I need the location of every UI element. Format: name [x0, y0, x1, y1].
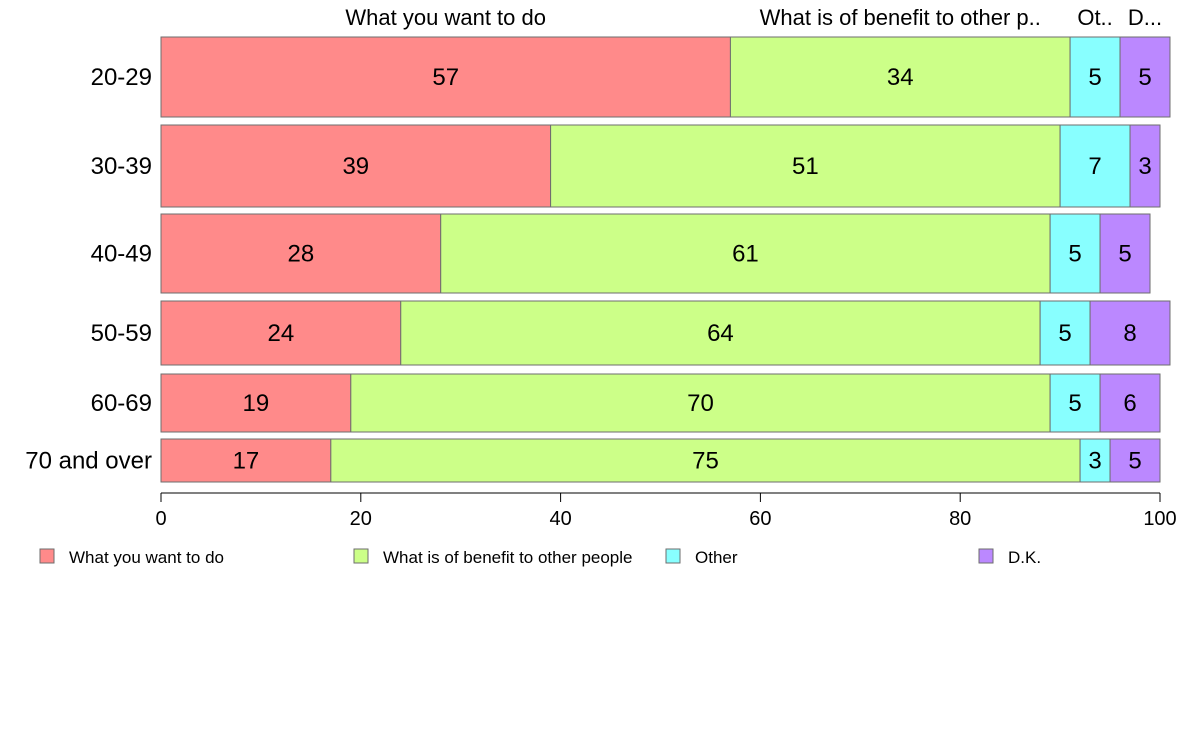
- x-tick-label: 100: [1143, 508, 1176, 530]
- bar-value-label: 5: [1128, 448, 1141, 475]
- bar-segment: [400, 300, 1041, 366]
- bar-segment: [550, 124, 1061, 208]
- bar-value-label: 5: [1118, 241, 1131, 268]
- bar-value-label: 19: [243, 390, 270, 417]
- bar-value-label: 39: [342, 153, 369, 180]
- bar-value-label: 7: [1088, 153, 1101, 180]
- bar-segment: [1109, 438, 1161, 483]
- bar-segment: [1079, 438, 1111, 483]
- bar-segment: [1119, 36, 1171, 118]
- bar-value-label: 64: [707, 320, 734, 347]
- bar-segment: [1099, 373, 1161, 433]
- bar-segment: [1089, 300, 1171, 366]
- bar-value-label: 5: [1068, 390, 1081, 417]
- bar-value-label: 57: [432, 64, 459, 91]
- bar-value-label: 3: [1138, 153, 1151, 180]
- legend-label: What you want to do: [69, 548, 224, 567]
- bar-segment: [350, 373, 1051, 433]
- bar-segment: [160, 300, 402, 366]
- bar-segment: [440, 213, 1051, 294]
- bar-value-label: 61: [732, 241, 759, 268]
- bar-value-label: 34: [887, 64, 914, 91]
- bar-segment: [1069, 36, 1121, 118]
- top-series-label: Ot..: [1077, 5, 1112, 30]
- bar-segment: [729, 36, 1071, 118]
- bar-value-label: 5: [1068, 241, 1081, 268]
- bar-value-label: 24: [268, 320, 295, 347]
- category-label: 30-39: [91, 153, 152, 180]
- legend-label: What is of benefit to other people: [383, 548, 633, 567]
- legend-swatch: [978, 548, 994, 564]
- bar-segment: [160, 124, 552, 208]
- bar-segment: [160, 36, 731, 118]
- x-tick-label: 0: [155, 508, 166, 530]
- bar-segment: [1129, 124, 1161, 208]
- bar-value-label: 8: [1123, 320, 1136, 347]
- bar-value-label: 51: [792, 153, 819, 180]
- bar-segment: [160, 438, 332, 483]
- legend-swatch: [353, 548, 369, 564]
- x-tick-label: 80: [949, 508, 971, 530]
- bar-segment: [330, 438, 1081, 483]
- bar-value-label: 75: [692, 448, 719, 475]
- legend-label: D.K.: [1008, 548, 1041, 567]
- top-series-label: What is of benefit to other p..: [760, 5, 1041, 30]
- bar-value-label: 3: [1088, 448, 1101, 475]
- bar-value-label: 5: [1058, 320, 1071, 347]
- category-label: 40-49: [91, 241, 152, 268]
- category-label: 20-29: [91, 64, 152, 91]
- bar-value-label: 17: [233, 448, 260, 475]
- x-tick-label: 60: [749, 508, 771, 530]
- bar-value-label: 6: [1123, 390, 1136, 417]
- bar-value-label: 70: [687, 390, 714, 417]
- category-label: 50-59: [91, 320, 152, 347]
- bar-segment: [160, 213, 442, 294]
- category-label: 70 and over: [25, 448, 152, 475]
- bar-value-label: 28: [288, 241, 315, 268]
- legend-label: Other: [695, 548, 738, 567]
- x-tick-label: 20: [350, 508, 372, 530]
- legend-swatch: [39, 548, 55, 564]
- bar-value-label: 5: [1088, 64, 1101, 91]
- bar-segment: [160, 373, 352, 433]
- x-tick-label: 40: [549, 508, 571, 530]
- bar-segment: [1099, 213, 1151, 294]
- top-series-label: What you want to do: [345, 5, 546, 30]
- bar-segment: [1059, 124, 1131, 208]
- category-label: 60-69: [91, 390, 152, 417]
- bar-segment: [1049, 373, 1101, 433]
- top-series-label: D...: [1128, 5, 1162, 30]
- bar-value-label: 5: [1138, 64, 1151, 91]
- legend-swatch: [665, 548, 681, 564]
